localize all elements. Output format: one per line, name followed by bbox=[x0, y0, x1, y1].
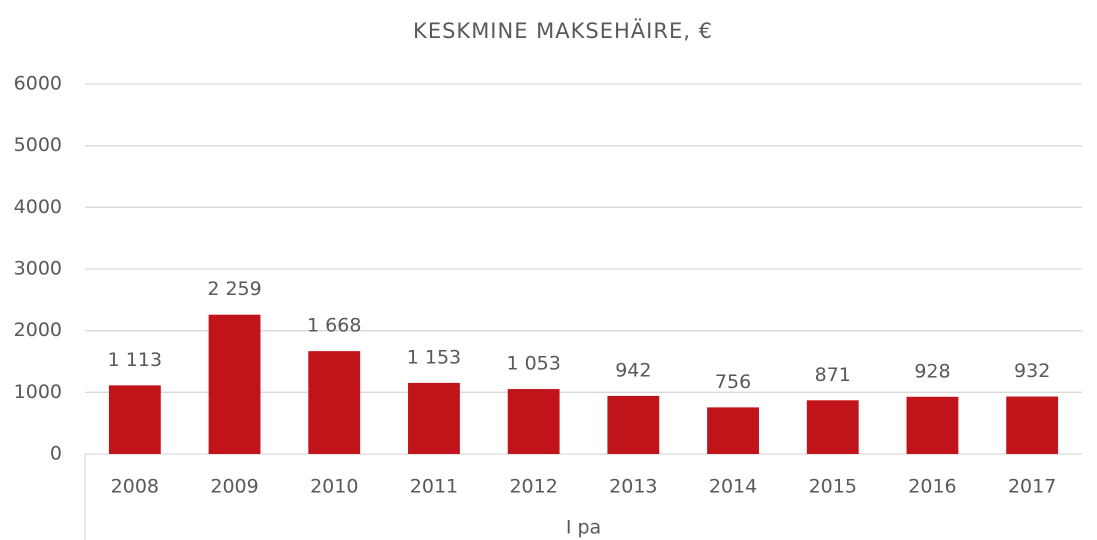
y-tick-label: 6000 bbox=[14, 73, 62, 95]
value-label: 756 bbox=[715, 371, 751, 393]
y-tick-label: 2000 bbox=[14, 319, 62, 341]
value-label: 1 668 bbox=[307, 315, 361, 337]
y-tick-label: 4000 bbox=[14, 196, 62, 218]
x-axis-label: I pa bbox=[566, 517, 601, 539]
value-label: 2 259 bbox=[207, 278, 261, 300]
x-tick-label: 2010 bbox=[310, 476, 358, 498]
bar bbox=[208, 314, 261, 454]
x-tick-label: 2012 bbox=[509, 476, 557, 498]
value-label: 942 bbox=[615, 359, 651, 381]
value-label: 928 bbox=[914, 360, 950, 382]
x-tick-label: 2011 bbox=[410, 476, 458, 498]
bar bbox=[507, 389, 560, 454]
x-tick-label: 2009 bbox=[210, 476, 258, 498]
bar bbox=[607, 395, 660, 454]
x-tick-label: 2015 bbox=[809, 476, 857, 498]
bar bbox=[108, 385, 161, 454]
bar bbox=[707, 407, 759, 454]
x-tick-label: 2014 bbox=[709, 476, 757, 498]
x-tick-label: 2008 bbox=[111, 476, 159, 498]
y-tick-label: 5000 bbox=[14, 134, 62, 156]
bar bbox=[308, 351, 361, 454]
bar bbox=[906, 396, 959, 454]
y-tick-label: 0 bbox=[50, 443, 62, 465]
value-label: 1 053 bbox=[506, 353, 560, 375]
bar bbox=[1006, 396, 1059, 454]
value-label: 1 153 bbox=[407, 346, 461, 368]
value-label: 871 bbox=[815, 364, 851, 386]
bar bbox=[408, 382, 460, 454]
x-tick-label: 2013 bbox=[609, 476, 657, 498]
value-label: 932 bbox=[1014, 360, 1050, 382]
bar bbox=[806, 400, 859, 454]
y-tick-label: 3000 bbox=[14, 258, 62, 280]
value-label: 1 113 bbox=[108, 349, 162, 371]
x-tick-label: 2017 bbox=[1008, 476, 1056, 498]
x-tick-label: 2016 bbox=[908, 476, 956, 498]
chart-title: KESKMINE MAKSEHÄIRE, € bbox=[413, 18, 713, 43]
y-tick-label: 1000 bbox=[14, 381, 62, 403]
